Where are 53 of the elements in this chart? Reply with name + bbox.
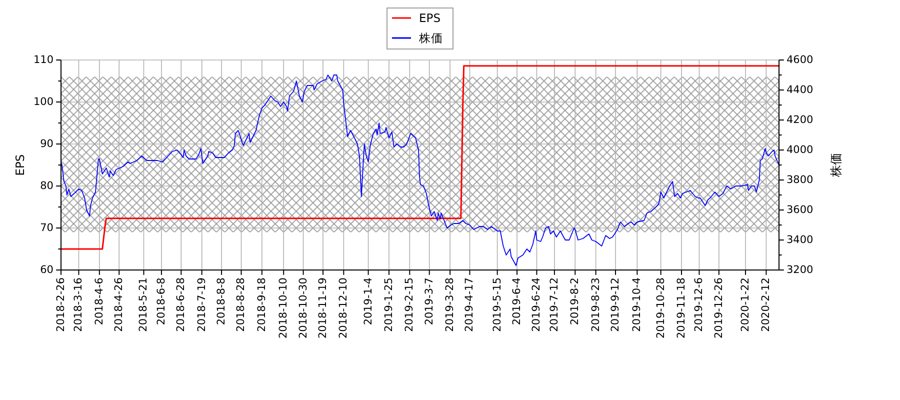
legend-label: 株価: [418, 31, 443, 45]
x-tick-label: 2019-12-6: [693, 277, 706, 332]
x-tick-label: 2018-3-16: [72, 277, 85, 332]
x-tick-label: 2020-2-12: [760, 278, 772, 332]
y2-tick-label: 4200: [786, 114, 814, 126]
x-tick-label: 2019-8-2: [569, 278, 582, 326]
x-tick-label: 2018-4-6: [93, 277, 106, 326]
x-tick-label: 2020-1-22: [740, 278, 752, 332]
y-tick-label: 60: [40, 264, 54, 276]
y-tick-label: 70: [40, 222, 54, 234]
x-tick-label: 2019-6-4: [511, 277, 524, 326]
x-tick-label: 2018-11-19: [316, 278, 329, 339]
x-tick-label: 2019-4-17: [464, 278, 476, 332]
x-tick-label: 2019-1-25: [382, 278, 395, 332]
x-tick-label: 2018-4-26: [113, 277, 126, 332]
x-tick-label: 2019-5-15: [491, 278, 504, 332]
x-tick-label: 2018-6-8: [155, 278, 168, 326]
y2-tick-label: 3400: [786, 234, 814, 246]
y-tick-label: 110: [33, 54, 54, 66]
y2-axis-title: 株価: [829, 153, 843, 178]
x-tick-label: 2018-9-18: [256, 278, 268, 332]
x-tick-label: 2019-10-28: [654, 278, 667, 339]
y-tick-label: 90: [40, 138, 54, 150]
x-tick-label: 2019-7-12: [548, 278, 560, 332]
x-tick-label: 2019-8-23: [590, 278, 602, 332]
y2-tick-label: 3800: [786, 174, 814, 186]
y2-tick-label: 4400: [786, 84, 814, 96]
x-tick-label: 2018-7-19: [196, 278, 208, 332]
y-axis-title: EPS: [13, 154, 27, 176]
x-tick-label: 2019-12-26: [712, 277, 725, 339]
y2-tick-label: 4600: [786, 54, 814, 66]
x-tick-label: 2019-6-24: [530, 277, 543, 332]
x-tick-label: 2019-2-15: [404, 278, 416, 332]
x-tick-label: 2018-6-28: [175, 278, 188, 332]
y-tick-label: 100: [33, 96, 54, 108]
y2-tick-label: 4000: [786, 144, 814, 156]
y-tick-label: 80: [40, 180, 54, 192]
x-tick-label: 2019-11-18: [675, 278, 688, 339]
legend-label: EPS: [419, 11, 441, 25]
x-tick-label: 2018-8-8: [216, 278, 228, 326]
x-tick-label: 2019-3-7: [423, 278, 436, 326]
y2-tick-label: 3200: [786, 264, 814, 276]
x-tick-label: 2018-2-26: [55, 277, 67, 332]
x-tick-label: 2019-10-4: [631, 277, 644, 332]
y2-tick-label: 3600: [786, 204, 814, 216]
x-tick-label: 2018-10-30: [297, 278, 310, 339]
x-tick-label: 2018-5-21: [138, 278, 150, 332]
x-tick-label: 2019-1-4: [362, 277, 374, 326]
x-tick-label: 2018-10-10: [278, 278, 290, 339]
x-tick-label: 2018-12-10: [338, 278, 350, 339]
x-tick-label: 2019-3-28: [444, 278, 456, 332]
x-tick-label: 2018-8-28: [235, 278, 248, 332]
x-tick-label: 2019-9-12: [610, 278, 622, 332]
